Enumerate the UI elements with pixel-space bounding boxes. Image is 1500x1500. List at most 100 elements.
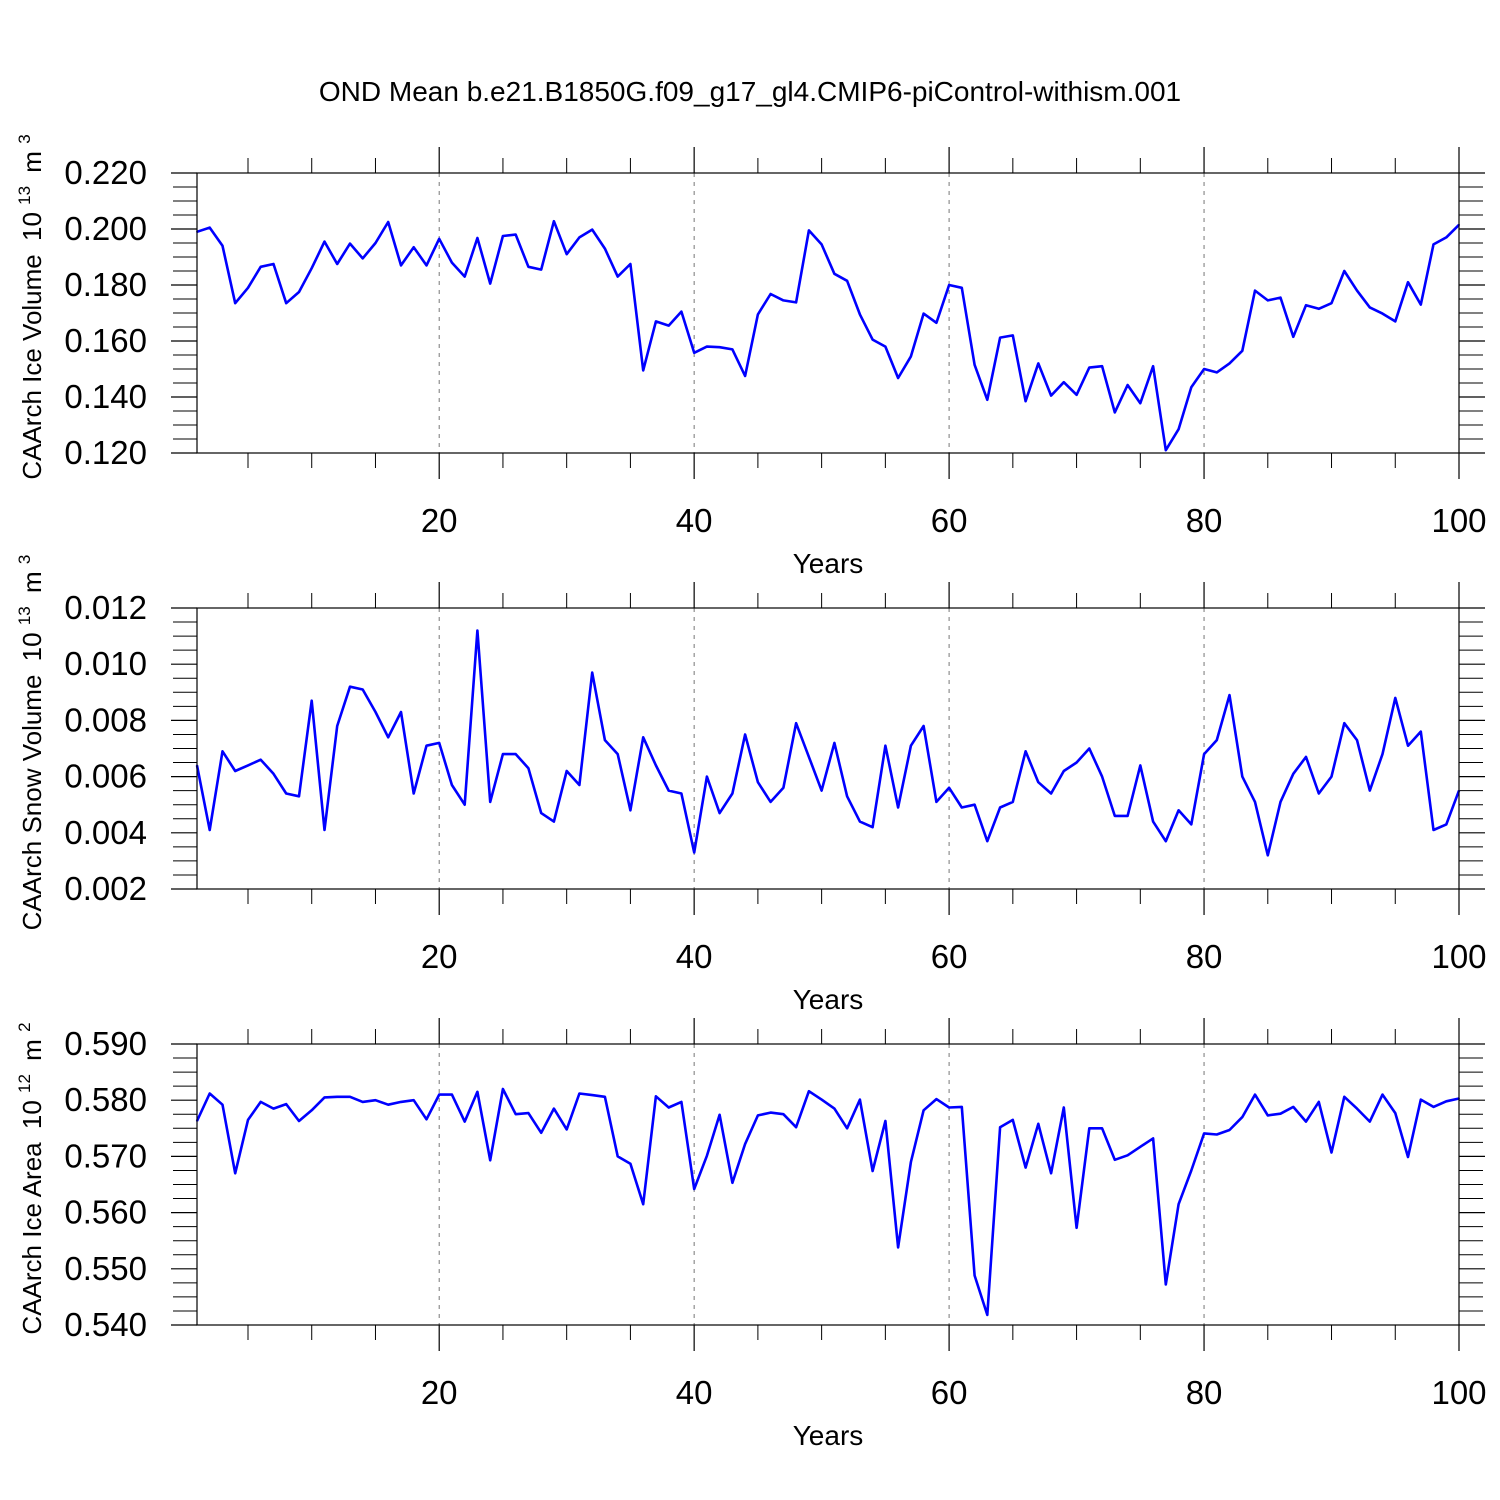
x-tick-label: 80 — [1186, 1374, 1223, 1411]
data-point — [400, 711, 402, 713]
data-point — [782, 1113, 785, 1116]
data-point — [489, 282, 492, 285]
data-point — [298, 1120, 300, 1122]
y-axis-unit-power: 2 — [15, 1022, 34, 1031]
data-point — [553, 1107, 555, 1110]
data-point — [948, 284, 951, 286]
data-point — [1419, 730, 1422, 733]
data-point — [1011, 800, 1014, 803]
data-point — [1305, 304, 1307, 307]
data-point — [871, 338, 874, 341]
y-axis-unit-power: 3 — [15, 555, 34, 564]
data-point — [349, 1095, 351, 1098]
data-point — [871, 1170, 874, 1172]
data-point — [336, 263, 339, 265]
data-point — [655, 320, 657, 323]
data-point — [540, 1131, 543, 1134]
data-point — [616, 275, 619, 278]
x-tick-label: 60 — [931, 1374, 968, 1411]
data-point — [871, 826, 874, 829]
data-point — [234, 302, 237, 305]
data-point — [807, 1090, 810, 1093]
data-point — [1330, 1151, 1333, 1154]
data-point — [833, 272, 836, 275]
data-point — [1037, 362, 1040, 365]
data-point — [476, 1090, 479, 1093]
x-tick-label: 20 — [421, 938, 458, 975]
data-point — [884, 345, 887, 348]
data-point — [960, 286, 963, 289]
data-point — [527, 1112, 530, 1115]
x-tick-label: 100 — [1431, 502, 1486, 539]
data-point — [387, 221, 390, 223]
data-point — [1356, 1107, 1358, 1110]
data-point — [527, 265, 530, 268]
y-tick-label: 0.540 — [64, 1306, 147, 1343]
data-point — [1011, 1118, 1014, 1121]
y-tick-label: 0.002 — [64, 870, 147, 907]
data-point — [234, 770, 237, 772]
grid-lines — [438, 173, 1205, 453]
data-point — [1062, 1106, 1065, 1109]
data-point — [247, 286, 249, 289]
data-point — [897, 806, 900, 809]
data-point — [693, 1188, 696, 1190]
data-point — [1432, 1106, 1435, 1108]
data-point — [1126, 1154, 1129, 1157]
data-point — [247, 764, 249, 767]
data-point — [897, 377, 900, 379]
x-tick-label: 40 — [676, 938, 713, 975]
plot-frame — [196, 607, 1460, 890]
data-point — [234, 1172, 237, 1175]
x-tick-label: 40 — [676, 502, 713, 539]
data-point — [1177, 809, 1180, 812]
data-point — [807, 756, 810, 758]
data-point — [1419, 1098, 1422, 1101]
data-point — [412, 1099, 415, 1102]
plot-frame — [196, 1043, 1460, 1326]
data-point — [208, 1092, 211, 1095]
data-point — [1177, 1203, 1180, 1206]
data-point — [285, 302, 288, 305]
data-point — [591, 228, 594, 231]
data-point — [1215, 1133, 1218, 1136]
x-tick-label: 20 — [421, 1374, 458, 1411]
data-point — [1407, 1156, 1409, 1158]
data-point — [540, 268, 543, 271]
data-point — [476, 237, 479, 239]
data-point — [1037, 1122, 1040, 1125]
data-point — [565, 253, 568, 256]
x-tick-label: 80 — [1186, 502, 1223, 539]
data-point — [451, 261, 453, 264]
data-point — [1024, 400, 1027, 403]
data-point — [1407, 744, 1409, 747]
data-point — [629, 263, 632, 265]
data-point — [731, 1181, 734, 1184]
data-point — [463, 275, 466, 278]
data-point — [1368, 306, 1371, 309]
data-point — [1139, 1145, 1142, 1148]
data-point — [705, 1154, 708, 1157]
y-axis-unit-exp: 12 — [15, 1074, 34, 1093]
data-point — [1190, 1169, 1193, 1172]
data-point — [1266, 854, 1269, 857]
data-point — [1292, 1106, 1295, 1108]
data-point — [820, 789, 823, 792]
data-point — [438, 237, 441, 240]
data-point — [578, 784, 581, 786]
x-tick-label: 80 — [1186, 938, 1223, 975]
data-point — [259, 265, 262, 268]
data-point — [1407, 281, 1409, 284]
y-ticks: 0.002 0.004 0.006 0.008 0.010 0.012 — [64, 589, 1485, 907]
data-point — [884, 1120, 887, 1122]
y-tick-label: 0.200 — [64, 210, 147, 247]
y-tick-label: 0.140 — [64, 378, 147, 415]
data-point — [1445, 1100, 1448, 1103]
data-point — [1317, 792, 1320, 795]
panel-ice-area: 0.540 0.550 0.560 0.570 0.580 0.590 20 40 60 80 1… — [15, 1018, 1487, 1451]
y-axis-label-main: CAArch Ice Volume — [17, 254, 47, 479]
data-point — [1177, 428, 1180, 431]
series-line — [195, 1087, 1460, 1317]
data-point — [310, 1109, 313, 1112]
